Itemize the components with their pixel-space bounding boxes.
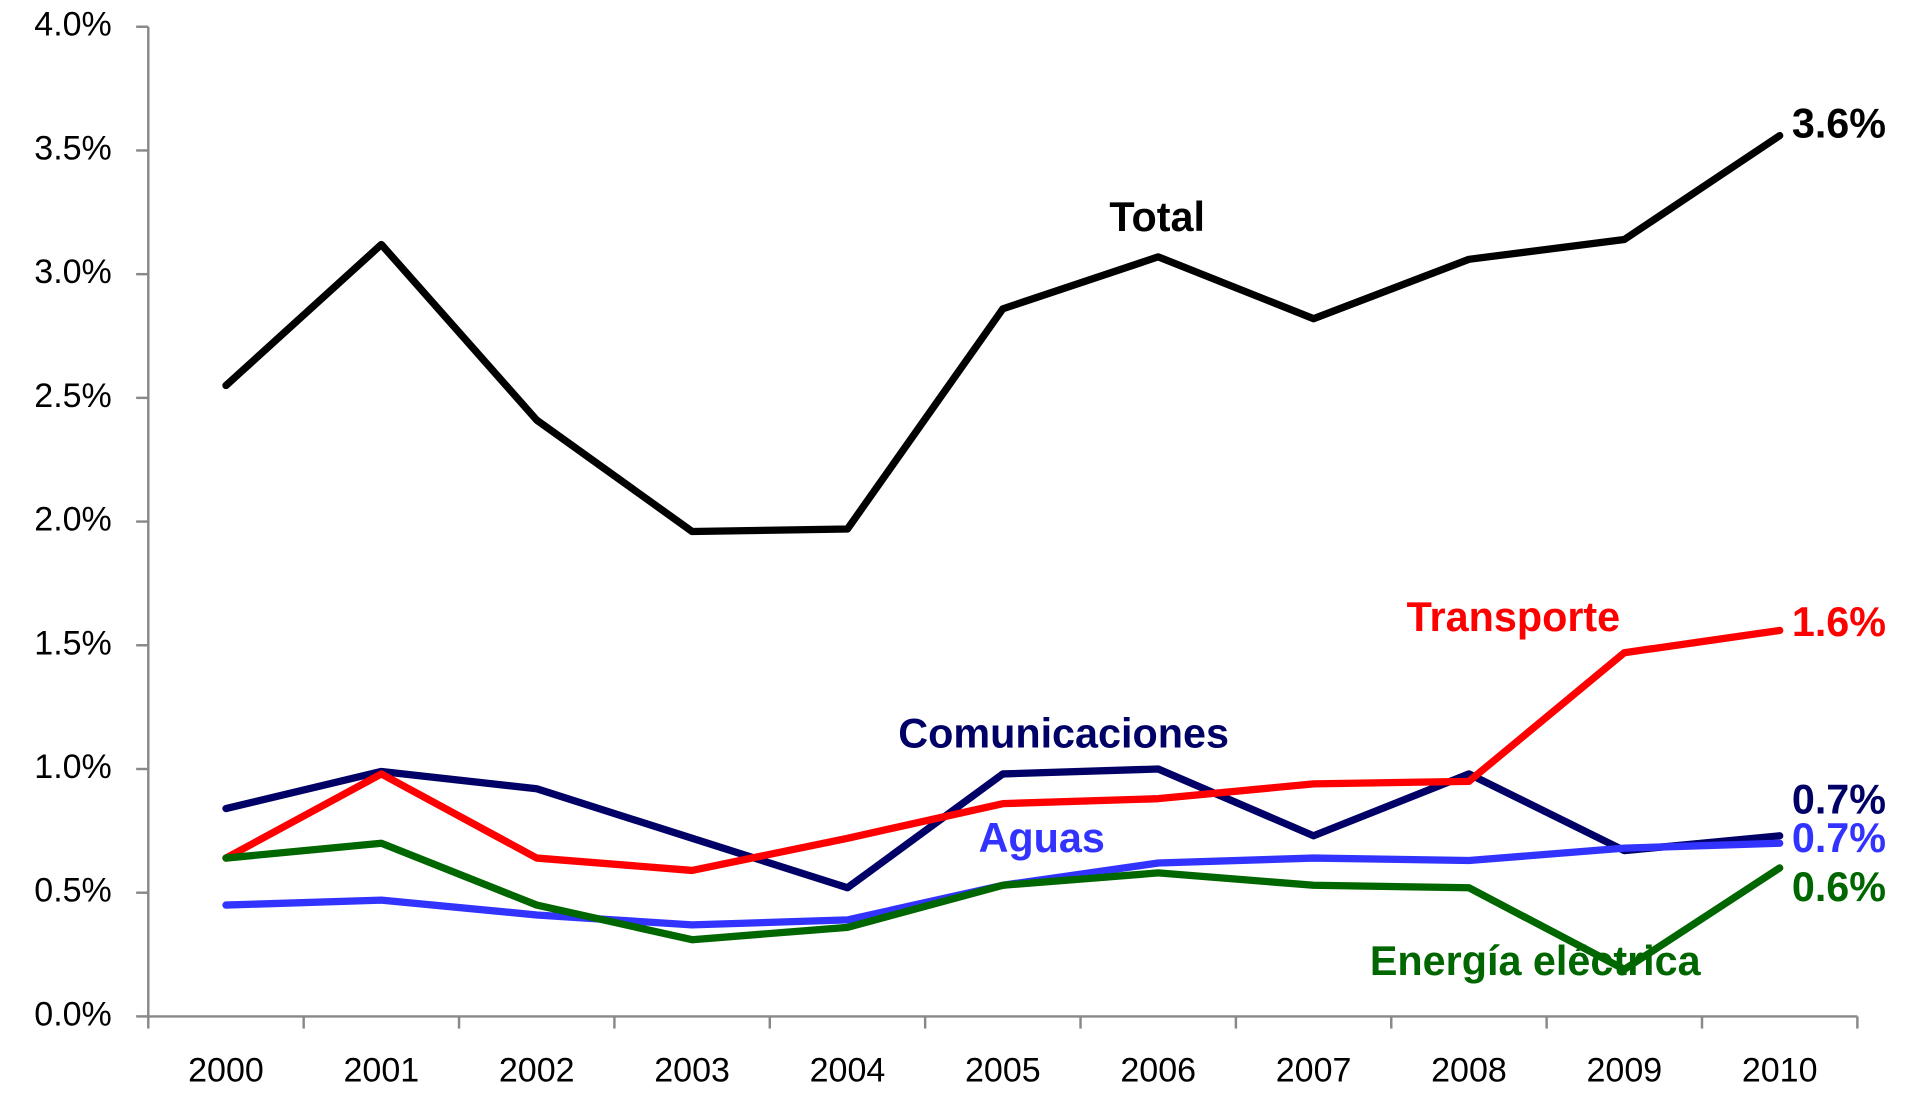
- x-tick-label: 2004: [810, 1051, 886, 1089]
- y-tick-label: 1.5%: [34, 624, 112, 662]
- x-tick-label: 2003: [654, 1051, 730, 1089]
- x-tick-label: 2002: [499, 1051, 575, 1089]
- x-tick-label: 2006: [1120, 1051, 1196, 1089]
- y-tick-label: 2.0%: [34, 501, 112, 539]
- series-label: Energía eléctrica: [1370, 938, 1702, 984]
- series-label: Total: [1109, 194, 1205, 240]
- y-tick-label: 4.0%: [34, 6, 112, 44]
- y-tick-label: 3.5%: [34, 129, 112, 167]
- y-tick-label: 3.0%: [34, 253, 112, 291]
- value-label: 0.7%: [1792, 815, 1886, 861]
- series-label: Comunicaciones: [898, 711, 1229, 757]
- value-label: 3.6%: [1792, 100, 1886, 146]
- value-label: 0.7%: [1792, 776, 1886, 822]
- x-tick-label: 2001: [344, 1051, 420, 1089]
- x-tick-label: 2010: [1742, 1051, 1818, 1089]
- x-tick-label: 2008: [1431, 1051, 1507, 1089]
- series-line: [222, 131, 1784, 536]
- y-tick-label: 0.5%: [34, 872, 112, 910]
- x-tick-label: 2009: [1586, 1051, 1662, 1089]
- series-line: [222, 765, 1784, 892]
- y-tick-label: 1.0%: [34, 748, 112, 786]
- y-tick-label: 2.5%: [34, 377, 112, 415]
- series-line: [222, 839, 1784, 974]
- series-label: Aguas: [979, 815, 1105, 861]
- x-tick-label: 2007: [1276, 1051, 1352, 1089]
- value-label: 0.6%: [1792, 864, 1886, 910]
- value-label: 1.6%: [1792, 599, 1886, 645]
- x-tick-label: 2000: [188, 1051, 264, 1089]
- series-label: Transporte: [1407, 594, 1621, 640]
- series-line: [222, 626, 1784, 875]
- x-tick-label: 2005: [965, 1051, 1041, 1089]
- y-tick-label: 0.0%: [34, 995, 112, 1033]
